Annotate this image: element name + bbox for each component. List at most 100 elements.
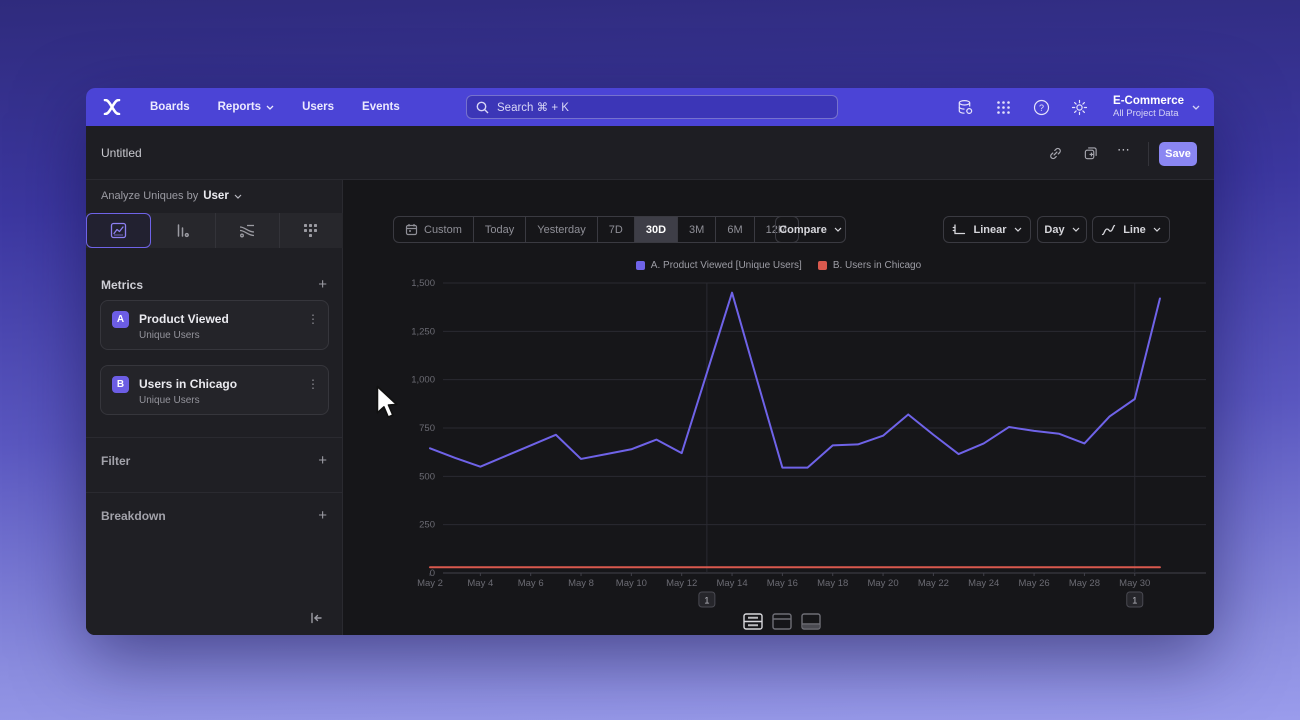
range-6m[interactable]: 6M bbox=[716, 217, 755, 242]
sidebar-divider bbox=[86, 437, 343, 438]
add-filter-button[interactable]: + bbox=[318, 452, 327, 469]
range-label: Yesterday bbox=[537, 223, 586, 236]
line-chart[interactable]: 0 250 500 750 1,000 1,250 1,500 May 2 May 4 May 6… bbox=[343, 275, 1214, 613]
metric-badge-a: A bbox=[112, 311, 129, 328]
project-selector[interactable]: E-Commerce All Project Data bbox=[1113, 94, 1200, 120]
metric-name[interactable]: Product Viewed bbox=[139, 312, 229, 326]
layout-split-icon-selected[interactable] bbox=[743, 613, 763, 630]
tab-flows[interactable] bbox=[216, 213, 280, 248]
svg-text:May 18: May 18 bbox=[817, 578, 848, 589]
legend-label: A. Product Viewed [Unique Users] bbox=[650, 260, 802, 271]
add-metric-button[interactable]: + bbox=[318, 276, 327, 293]
chevron-down-icon bbox=[834, 227, 842, 232]
range-30d-selected[interactable]: 30D bbox=[634, 217, 679, 242]
range-3m[interactable]: 3M bbox=[678, 217, 717, 242]
more-glyph: ⋯ bbox=[1117, 142, 1130, 157]
legend-label: B. Users in Chicago bbox=[832, 260, 922, 271]
tab-bar-chart[interactable] bbox=[151, 213, 216, 248]
interval-dropdown[interactable]: Day bbox=[1037, 216, 1087, 243]
duplicate-icon[interactable] bbox=[1083, 146, 1098, 161]
chart-type-label: Line bbox=[1123, 223, 1146, 236]
bar-chart-icon bbox=[178, 224, 190, 238]
svg-text:May 14: May 14 bbox=[716, 578, 747, 589]
query-sidebar: Analyze Uniques by User Metrics + A Pro bbox=[86, 180, 343, 635]
tab-retention[interactable] bbox=[280, 213, 343, 248]
svg-text:May 20: May 20 bbox=[867, 578, 898, 589]
metric-kebab-menu[interactable]: ⋮ bbox=[307, 377, 319, 391]
metric-card-a[interactable]: A Product Viewed Unique Users ⋮ bbox=[100, 300, 329, 350]
analyze-uniques-row: Analyze Uniques by User bbox=[101, 190, 242, 202]
svg-text:May 12: May 12 bbox=[666, 578, 697, 589]
chevron-down-icon bbox=[1072, 227, 1080, 232]
metric-measurement[interactable]: Unique Users bbox=[139, 395, 200, 406]
metric-card-b[interactable]: B Users in Chicago Unique Users ⋮ bbox=[100, 365, 329, 415]
range-today[interactable]: Today bbox=[474, 217, 527, 242]
nav-item-label: Events bbox=[362, 101, 400, 113]
help-icon[interactable]: ? bbox=[1033, 99, 1050, 116]
metrics-label: Metrics bbox=[101, 277, 144, 292]
chart-type-dropdown[interactable]: Line bbox=[1092, 216, 1170, 243]
filter-label: Filter bbox=[101, 453, 131, 468]
range-label: Custom bbox=[424, 223, 462, 236]
mixpanel-logo-icon[interactable] bbox=[102, 97, 122, 117]
nav-item-boards[interactable]: Boards bbox=[150, 101, 190, 113]
settings-gear-icon[interactable] bbox=[1071, 99, 1088, 116]
svg-text:May 10: May 10 bbox=[616, 578, 647, 589]
layout-top-icon[interactable] bbox=[772, 613, 792, 630]
apps-grid-icon[interactable] bbox=[995, 99, 1012, 116]
retention-grid-icon bbox=[304, 223, 318, 237]
more-options-button[interactable]: ⋯ bbox=[1117, 142, 1132, 157]
nav-item-events[interactable]: Events bbox=[362, 101, 400, 113]
interval-label: Day bbox=[1044, 223, 1065, 236]
chevron-down-icon[interactable] bbox=[234, 194, 242, 199]
svg-text:May 4: May 4 bbox=[467, 578, 493, 589]
compare-label: Compare bbox=[779, 223, 827, 236]
collapse-sidebar-icon[interactable] bbox=[308, 610, 324, 626]
svg-text:May 22: May 22 bbox=[918, 578, 949, 589]
nav-item-label: Reports bbox=[217, 101, 262, 113]
nav-item-label: Boards bbox=[150, 101, 190, 113]
chart-panel: Custom Today Yesterday 7D 30D 3M 6M 12M … bbox=[343, 180, 1214, 635]
analyze-value-dropdown[interactable]: User bbox=[203, 190, 229, 202]
svg-text:May 30: May 30 bbox=[1119, 578, 1150, 589]
metric-kebab-menu[interactable]: ⋮ bbox=[307, 312, 319, 326]
nav-item-users[interactable]: Users bbox=[302, 101, 334, 113]
range-7d[interactable]: 7D bbox=[598, 217, 635, 242]
project-scope: All Project Data bbox=[1113, 108, 1179, 120]
nav-right-cluster: ? E-Commerce All Project Data bbox=[957, 88, 1214, 126]
axis-scale-icon bbox=[953, 224, 966, 235]
range-custom[interactable]: Custom bbox=[394, 217, 474, 242]
search-input[interactable]: Search ⌘ + K bbox=[466, 95, 838, 119]
chart-type-tabstrip bbox=[86, 213, 343, 248]
compare-dropdown[interactable]: Compare bbox=[775, 216, 846, 243]
header-divider bbox=[1148, 142, 1149, 166]
legend-item-b[interactable]: B. Users in Chicago bbox=[817, 260, 922, 271]
chevron-down-icon bbox=[1153, 227, 1161, 232]
report-title[interactable]: Untitled bbox=[101, 146, 142, 160]
metric-measurement[interactable]: Unique Users bbox=[139, 330, 200, 341]
range-label: 30D bbox=[645, 223, 667, 236]
svg-text:1,500: 1,500 bbox=[411, 278, 435, 289]
copy-link-icon[interactable] bbox=[1048, 146, 1063, 161]
legend-swatch-b bbox=[817, 261, 827, 270]
data-management-icon[interactable] bbox=[957, 99, 974, 116]
legend-item-a[interactable]: A. Product Viewed [Unique Users] bbox=[635, 260, 802, 271]
sidebar-divider bbox=[86, 492, 343, 493]
scale-dropdown[interactable]: Linear bbox=[943, 216, 1031, 243]
save-button[interactable]: Save bbox=[1159, 142, 1197, 166]
svg-text:1,250: 1,250 bbox=[411, 326, 435, 337]
layout-bottom-icon[interactable] bbox=[801, 613, 821, 630]
metric-name[interactable]: Users in Chicago bbox=[139, 377, 238, 391]
add-breakdown-button[interactable]: + bbox=[318, 507, 327, 524]
range-yesterday[interactable]: Yesterday bbox=[526, 217, 598, 242]
svg-text:May 24: May 24 bbox=[968, 578, 999, 589]
legend-swatch-a bbox=[635, 261, 645, 270]
chevron-down-icon bbox=[1014, 227, 1021, 232]
range-12m[interactable]: 12M bbox=[755, 217, 798, 242]
nav-links: Boards Reports Users Events bbox=[150, 101, 400, 113]
chevron-down-icon bbox=[1192, 105, 1200, 110]
app-window: Boards Reports Users Events Search ⌘ + K… bbox=[86, 88, 1214, 635]
tab-insights-line[interactable] bbox=[86, 213, 152, 248]
svg-text:May 28: May 28 bbox=[1069, 578, 1100, 589]
nav-item-reports[interactable]: Reports bbox=[218, 101, 274, 113]
